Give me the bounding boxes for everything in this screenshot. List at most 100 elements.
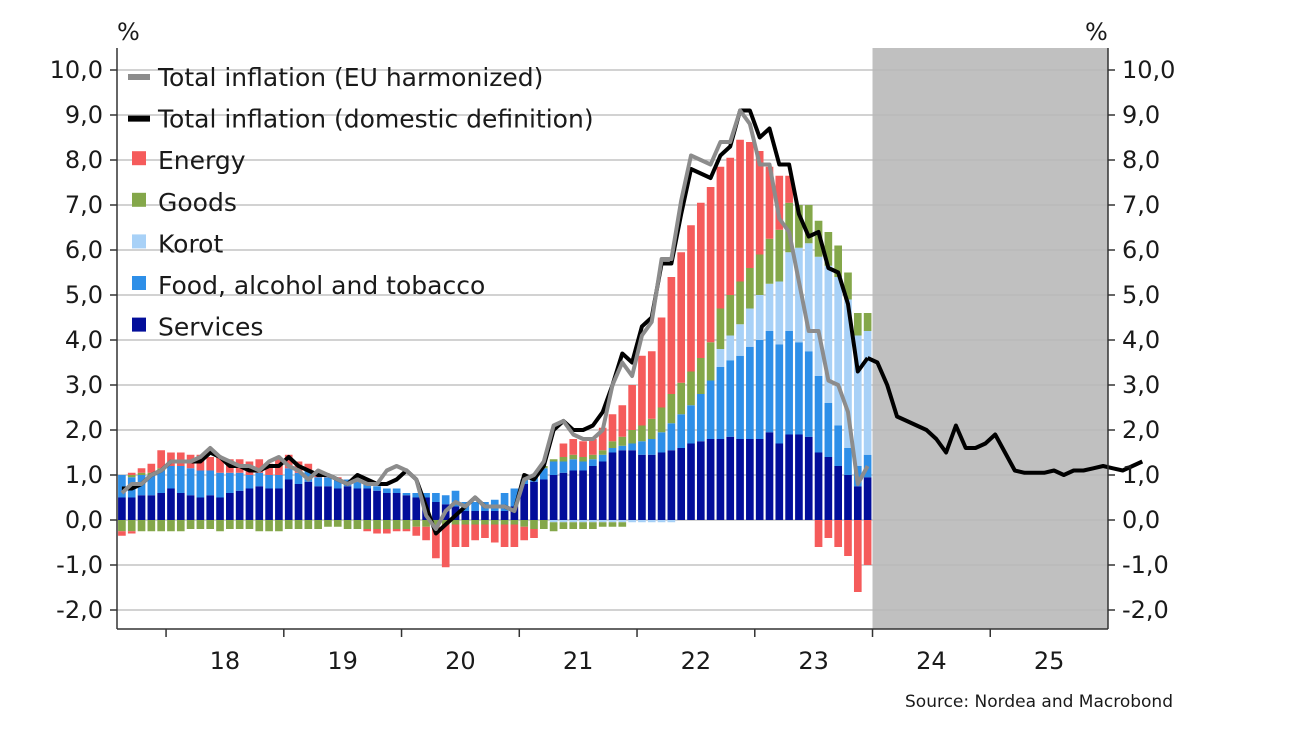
bar-services-2020-02 bbox=[412, 497, 421, 520]
bar-services-2021-02 bbox=[530, 481, 538, 520]
bar-services-2021-07 bbox=[579, 470, 587, 520]
bar-goods-neg-2018-08 bbox=[235, 520, 244, 529]
bar-energy-2017-12 bbox=[157, 450, 165, 469]
bar-goods-2023-11 bbox=[853, 313, 862, 336]
axes: 10,0 10,0 9,0 9,0 8,0 8,0 7,0 7,0 6,0 6,0 5,0 5,0 4,… bbox=[50, 48, 1175, 675]
bar-services-2021-01 bbox=[520, 484, 529, 520]
bar-services-2021-08 bbox=[589, 466, 597, 520]
bar-services-2022-05 bbox=[677, 448, 686, 520]
bar-goods-neg-2018-05 bbox=[206, 520, 215, 529]
bar-services-2020-09 bbox=[481, 511, 489, 520]
bar-services-2023-07 bbox=[814, 452, 823, 520]
bar-services-2023-05 bbox=[795, 434, 803, 520]
legend-swatch-food-alcohol-and-tobacco bbox=[132, 276, 146, 290]
bar-food-alcohol-and-tobacco-2018-05 bbox=[206, 470, 215, 496]
bar-food-alcohol-and-tobacco-2021-05 bbox=[559, 461, 568, 473]
bar-energy-neg-2020-02 bbox=[412, 526, 421, 536]
left-tick-label: -2,0 bbox=[56, 596, 103, 624]
bar-services-2023-11 bbox=[853, 486, 862, 520]
bar-goods-neg-2017-09 bbox=[127, 520, 136, 532]
bar-services-2022-08 bbox=[706, 439, 715, 520]
bar-goods-neg-2017-08 bbox=[118, 520, 126, 532]
bar-services-2018-07 bbox=[226, 493, 234, 520]
bar-services-2019-06 bbox=[333, 488, 342, 520]
bar-goods-neg-2019-02 bbox=[294, 520, 303, 529]
bar-food-alcohol-and-tobacco-2021-03 bbox=[539, 468, 548, 480]
bar-energy-2022-11 bbox=[736, 139, 744, 282]
bar-goods-neg-2020-04 bbox=[432, 520, 440, 527]
bar-korot-neg-2022-02 bbox=[647, 520, 656, 523]
bar-food-alcohol-and-tobacco-2022-04 bbox=[667, 423, 676, 451]
legend-label-goods: Goods bbox=[158, 188, 237, 217]
year-label: 18 bbox=[210, 647, 241, 675]
bar-goods-2021-06 bbox=[569, 454, 578, 460]
bar-food-alcohol-and-tobacco-2021-12 bbox=[628, 443, 636, 451]
bar-goods-2022-05 bbox=[677, 382, 686, 415]
bar-korot-neg-2021-06 bbox=[569, 520, 578, 523]
legend-swatch-services bbox=[132, 317, 146, 332]
bar-goods-neg-2018-06 bbox=[216, 520, 224, 532]
bar-goods-neg-2020-12 bbox=[510, 520, 519, 525]
bar-energy-neg-2019-09 bbox=[363, 529, 372, 532]
year-label: 24 bbox=[916, 647, 947, 675]
bar-goods-neg-2017-11 bbox=[147, 520, 156, 532]
bar-goods-neg-2018-03 bbox=[186, 520, 195, 529]
bar-food-alcohol-and-tobacco-2022-12 bbox=[746, 346, 754, 439]
bar-energy-neg-2020-04 bbox=[432, 526, 440, 559]
left-tick-label: 9,0 bbox=[65, 101, 103, 129]
bar-korot-2023-09 bbox=[834, 277, 842, 426]
bar-services-2022-04 bbox=[667, 450, 676, 520]
bar-food-alcohol-and-tobacco-2023-02 bbox=[765, 331, 774, 433]
bar-food-alcohol-and-tobacco-2017-11 bbox=[147, 475, 156, 496]
bar-services-2019-07 bbox=[343, 486, 352, 520]
bar-services-2019-08 bbox=[353, 488, 362, 520]
left-tick-label: 0,0 bbox=[65, 506, 103, 534]
bar-food-alcohol-and-tobacco-2019-11 bbox=[383, 488, 391, 493]
legend: Total inflation (EU harmonized) Total inf… bbox=[128, 63, 594, 342]
bar-services-2017-12 bbox=[157, 493, 165, 520]
bar-energy-2022-01 bbox=[638, 355, 646, 426]
bar-food-alcohol-and-tobacco-2022-01 bbox=[638, 441, 646, 455]
bar-energy-neg-2019-11 bbox=[383, 529, 391, 534]
left-tick-label: 10,0 bbox=[50, 56, 103, 84]
right-tick-label: 9,0 bbox=[1122, 101, 1160, 129]
bar-services-2018-06 bbox=[216, 497, 224, 520]
bar-services-2020-12 bbox=[510, 506, 519, 520]
bar-services-2019-11 bbox=[383, 493, 391, 520]
bar-services-2021-09 bbox=[598, 461, 607, 520]
bar-energy-2023-01 bbox=[755, 151, 764, 255]
bar-services-2018-03 bbox=[186, 495, 195, 520]
bar-energy-neg-2020-08 bbox=[471, 524, 479, 541]
bar-goods-neg-2020-09 bbox=[481, 520, 489, 525]
bar-korot-2023-06 bbox=[804, 243, 813, 352]
forecast-shading bbox=[872, 48, 1108, 629]
bar-korot-2023-11 bbox=[853, 335, 862, 466]
bar-energy-2017-09 bbox=[127, 472, 136, 475]
bar-goods-neg-2019-07 bbox=[343, 520, 352, 529]
bar-food-alcohol-and-tobacco-2019-06 bbox=[333, 479, 342, 489]
bar-food-alcohol-and-tobacco-2022-02 bbox=[647, 439, 656, 455]
right-tick-label: 0,0 bbox=[1122, 506, 1160, 534]
bar-korot-2022-09 bbox=[716, 349, 725, 367]
bar-services-2019-01 bbox=[284, 479, 293, 520]
bar-food-alcohol-and-tobacco-2019-01 bbox=[284, 468, 293, 480]
bar-goods-2022-03 bbox=[657, 407, 666, 433]
bar-services-2022-09 bbox=[716, 439, 725, 520]
bar-goods-neg-2020-11 bbox=[500, 520, 509, 525]
bar-goods-neg-2017-12 bbox=[157, 520, 165, 532]
bar-goods-2022-04 bbox=[667, 394, 676, 424]
bar-goods-neg-2019-01 bbox=[284, 520, 293, 529]
bar-goods-2023-03 bbox=[775, 229, 784, 282]
bar-food-alcohol-and-tobacco-2023-05 bbox=[795, 342, 803, 435]
bar-food-alcohol-and-tobacco-2019-05 bbox=[324, 477, 332, 487]
bar-goods-neg-2019-11 bbox=[383, 520, 391, 529]
bar-energy-neg-2020-09 bbox=[481, 524, 489, 538]
bar-goods-2022-09 bbox=[716, 308, 725, 349]
left-tick-label: 4,0 bbox=[65, 326, 103, 354]
bar-goods-2022-01 bbox=[638, 425, 646, 442]
bar-energy-neg-2023-09 bbox=[834, 520, 842, 547]
bar-services-2018-05 bbox=[206, 495, 215, 520]
bar-energy-neg-2017-09 bbox=[127, 531, 136, 534]
bar-goods-neg-2020-02 bbox=[412, 520, 421, 527]
bar-goods-neg-2021-06 bbox=[569, 522, 578, 529]
